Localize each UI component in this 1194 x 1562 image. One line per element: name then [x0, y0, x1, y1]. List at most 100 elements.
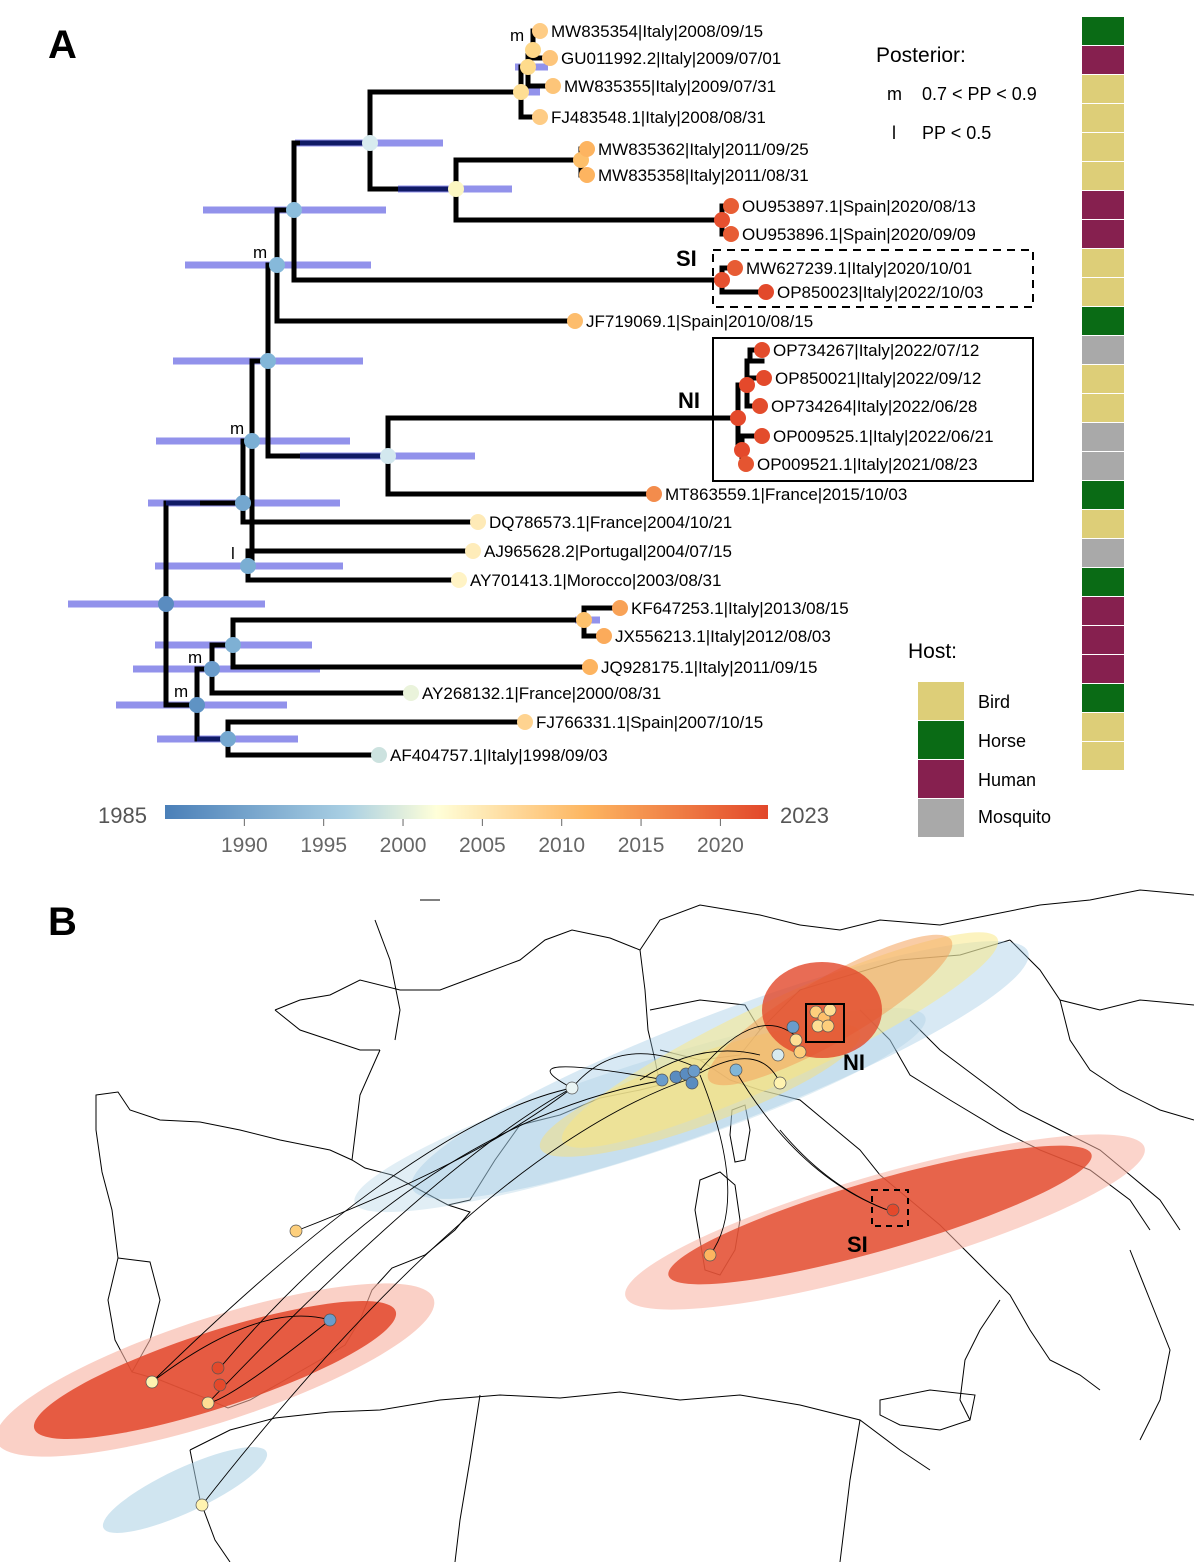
posterior-symbol-m: m	[887, 84, 902, 104]
host-strip-cell	[1082, 75, 1124, 103]
colorbar-min-label: 1985	[98, 803, 147, 828]
ni-label: NI	[678, 388, 700, 413]
tip-label: AY268132.1|France|2000/08/31	[422, 684, 661, 703]
colorbar-ticks: 1990 1995 2000 2005 2010 2015 2020	[221, 819, 744, 857]
posterior-legend: Posterior: m 0.7 < PP < 0.9 l PP < 0.5	[876, 44, 1037, 143]
colorbar-tick-label: 2005	[459, 834, 506, 857]
host-strip-cell	[1082, 133, 1124, 161]
host-strip-cell	[1082, 742, 1124, 770]
tip-label: OP850023|Italy|2022/10/03	[777, 283, 983, 302]
tip-label: AY701413.1|Morocco|2003/08/31	[470, 571, 721, 590]
colorbar-tick-label: 2015	[618, 834, 665, 857]
tip-dot	[754, 428, 770, 444]
tip-dot	[542, 50, 558, 66]
tip-label: MW835354|Italy|2008/09/15	[551, 22, 763, 41]
tip-label: OP009525.1|Italy|2022/06/21	[773, 427, 994, 446]
tip-dot	[532, 109, 548, 125]
host-strip-cell	[1082, 713, 1124, 741]
tip-dot	[470, 514, 486, 530]
host-strip-cell	[1082, 452, 1124, 480]
tip-label: OP009521.1|Italy|2021/08/23	[757, 455, 978, 474]
host-strip-cell	[1082, 597, 1124, 625]
node-posterior-labels: m m m l m m	[174, 26, 524, 701]
tip-dot	[756, 370, 772, 386]
ni-map-box	[805, 1003, 845, 1043]
panel-a-letter: A	[48, 23, 77, 67]
panel-b: B	[0, 889, 1194, 1562]
tip-label: AJ965628.2|Portugal|2004/07/15	[484, 542, 732, 561]
node-label: m	[174, 682, 188, 701]
posterior-title: Posterior:	[876, 44, 966, 67]
host-strip-cell	[1082, 220, 1124, 248]
tip-dot	[612, 600, 628, 616]
host-strip-cell	[1082, 684, 1124, 712]
tip-label: JX556213.1|Italy|2012/08/03	[615, 627, 831, 646]
migration-arcs	[151, 1025, 894, 1506]
host-strip-cell	[1082, 17, 1124, 45]
posterior-text-l: PP < 0.5	[922, 123, 991, 143]
tip-dot	[738, 456, 754, 472]
tip-label: DQ786573.1|France|2004/10/21	[489, 513, 732, 532]
host-strip-cell	[1082, 336, 1124, 364]
posterior-text-m: 0.7 < PP < 0.9	[922, 84, 1037, 104]
tip-dot	[723, 198, 739, 214]
tip-label: MW835355|Italy|2009/07/31	[564, 77, 776, 96]
spatial-density	[0, 932, 1145, 1533]
tip-dot	[582, 659, 598, 675]
si-box	[712, 249, 1034, 308]
colorbar-max-label: 2023	[780, 803, 829, 828]
host-strip-cell	[1082, 191, 1124, 219]
tip-dot	[579, 141, 595, 157]
tip-dot	[752, 398, 768, 414]
tip-label: AF404757.1|Italy|1998/09/03	[390, 746, 608, 765]
tip-label: MW835358|Italy|2011/08/31	[598, 166, 809, 185]
node-label: m	[253, 243, 267, 262]
map-points	[145, 1003, 900, 1512]
tip-label: KF647253.1|Italy|2013/08/15	[631, 599, 849, 618]
host-swatch-horse	[918, 721, 964, 759]
tip-label: OU953896.1|Spain|2020/09/09	[742, 225, 976, 244]
panel-a: A	[48, 17, 1124, 857]
tree-tips: MW835354|Italy|2008/09/15 GU011992.2|Ital…	[371, 22, 994, 765]
tip-label: FJ766331.1|Spain|2007/10/15	[536, 713, 763, 732]
tip-dot	[579, 167, 595, 183]
tip-dot	[723, 226, 739, 242]
tip-dot	[567, 313, 583, 329]
host-strip-cell	[1082, 510, 1124, 538]
host-swatch-human	[918, 760, 964, 798]
host-strip-cell	[1082, 481, 1124, 509]
host-strip-cell	[1082, 249, 1124, 277]
tip-label: OP734264|Italy|2022/06/28	[771, 397, 977, 416]
host-strip-cell	[1082, 162, 1124, 190]
colorbar-tick-label: 2000	[380, 834, 427, 857]
host-swatch-bird	[918, 682, 964, 720]
posterior-symbol-l: l	[892, 123, 896, 143]
tip-label: FJ483548.1|Italy|2008/08/31	[551, 108, 766, 127]
tip-dot	[371, 747, 387, 763]
host-strip-cell	[1082, 655, 1124, 683]
host-swatch-mosquito	[918, 799, 964, 837]
host-label-bird: Bird	[978, 692, 1010, 712]
colorbar-gradient	[165, 805, 768, 819]
colorbar-tick-label: 1990	[221, 834, 268, 857]
node-label: m	[230, 419, 244, 438]
node-label: l	[231, 544, 235, 563]
host-strip-cell	[1082, 307, 1124, 335]
tip-label: MT863559.1|France|2015/10/03	[665, 485, 907, 504]
ni-box	[712, 337, 1034, 482]
hpd-bars	[68, 63, 600, 743]
host-strip-cell	[1082, 104, 1124, 132]
tip-dot	[727, 260, 743, 276]
host-strip-cell	[1082, 278, 1124, 306]
host-strip-cell	[1082, 568, 1124, 596]
tip-dot	[451, 572, 467, 588]
host-strip-cell	[1082, 394, 1124, 422]
tip-label: MW627239.1|Italy|2020/10/01	[746, 259, 972, 278]
tip-dot	[646, 486, 662, 502]
host-legend: Host: Bird Horse Human Mosquito	[908, 640, 1051, 837]
tip-label: JF719069.1|Spain|2010/08/15	[586, 312, 813, 331]
host-label-human: Human	[978, 770, 1036, 790]
tip-dot	[758, 284, 774, 300]
node-label: m	[510, 26, 524, 45]
